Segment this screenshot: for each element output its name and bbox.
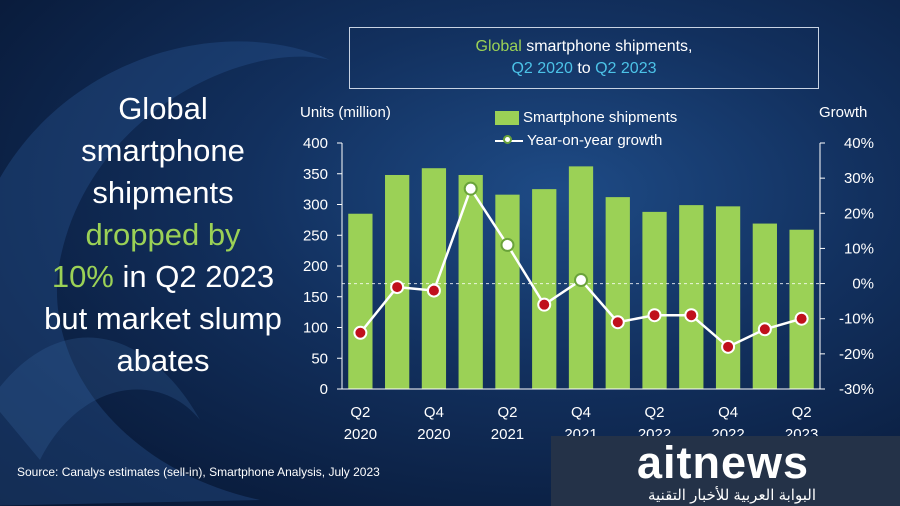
x-tick-label: 2021	[491, 426, 524, 443]
right-tick-label: -30%	[839, 381, 874, 398]
growth-point	[757, 322, 772, 337]
right-tick-label: 20%	[844, 205, 874, 222]
bar	[495, 194, 520, 389]
logo-news: news	[692, 437, 810, 488]
right-tick-label: 40%	[844, 135, 874, 152]
growth-point	[500, 237, 515, 252]
headline-line: smartphone	[81, 133, 245, 168]
left-tick-label: 250	[303, 227, 328, 244]
left-axis-title: Units (million)	[300, 104, 391, 121]
x-tick-label: Q4	[424, 404, 444, 421]
headline-highlight: dropped by	[85, 217, 241, 252]
headline-line: 10% in Q2 2023	[8, 256, 318, 298]
growth-point	[574, 273, 588, 288]
right-tick-label: -20%	[839, 346, 874, 363]
aitnews-logo: aitnews البوابة العربية للأخبار التقنية	[551, 436, 900, 506]
headline-line: but market slump	[44, 301, 282, 336]
chart-title-start: Q2 2020	[511, 60, 573, 77]
legend-line-swatch	[495, 134, 523, 148]
bar	[348, 213, 373, 389]
growth-point	[684, 308, 699, 323]
legend-bars-label: Smartphone shipments	[523, 109, 678, 126]
right-tick-label: 0%	[852, 276, 874, 293]
chart-title-rest: smartphone shipments,	[521, 38, 693, 55]
growth-point	[426, 283, 441, 298]
headline-line: Global	[118, 91, 208, 126]
chart-title-line2: Q2 2020 to Q2 2023	[350, 58, 818, 80]
bar	[752, 223, 777, 389]
logo-ait: ait	[637, 437, 693, 488]
source-note: Source: Canalys estimates (sell-in), Sma…	[17, 465, 380, 479]
right-tick-label: 30%	[844, 170, 874, 187]
left-tick-label: 50	[311, 350, 328, 367]
chart-title-end: Q2 2023	[595, 60, 657, 77]
bar	[532, 189, 557, 389]
right-axis-title: Growth	[819, 104, 868, 121]
left-tick-label: 350	[303, 166, 328, 183]
growth-point	[537, 297, 552, 312]
legend-item-bars: Smartphone shipments	[495, 106, 677, 129]
growth-point	[721, 339, 736, 354]
logo-wordmark: aitnews	[637, 439, 809, 487]
bar	[679, 205, 704, 389]
left-tick-label: 100	[303, 320, 328, 337]
legend-line-label: Year-on-year growth	[527, 132, 663, 149]
bar	[715, 206, 741, 389]
legend-item-line: Year-on-year growth	[495, 129, 677, 152]
left-tick-label: 200	[303, 258, 328, 275]
headline: Global smartphone shipments dropped by 1…	[8, 88, 318, 382]
left-tick-label: 400	[303, 135, 328, 152]
x-tick-label: Q2	[497, 404, 517, 421]
legend: Smartphone shipments Year-on-year growth	[495, 106, 677, 152]
x-tick-label: Q4	[718, 404, 738, 421]
logo-tagline: البوابة العربية للأخبار التقنية	[648, 487, 816, 504]
right-tick-label: -10%	[839, 311, 874, 328]
growth-point	[390, 280, 405, 295]
right-tick-label: 10%	[844, 240, 874, 257]
bar	[605, 197, 630, 389]
x-tick-label: 2020	[344, 426, 377, 443]
bar	[642, 211, 667, 389]
bar	[421, 168, 447, 389]
growth-point	[610, 315, 625, 330]
growth-point	[647, 308, 662, 323]
x-tick-label: Q2	[645, 404, 665, 421]
left-tick-label: 150	[303, 289, 328, 306]
growth-point	[794, 311, 809, 326]
bar	[789, 229, 814, 389]
headline-line: shipments	[92, 175, 234, 210]
legend-bar-swatch	[495, 110, 519, 125]
chart-title-to: to	[572, 60, 596, 77]
headline-highlight-percent: 10%	[51, 259, 114, 294]
x-tick-label: Q2	[792, 404, 812, 421]
headline-line: abates	[116, 343, 210, 378]
chart-title-line1: Global smartphone shipments,	[350, 36, 818, 58]
chart-title-global: Global	[475, 38, 522, 55]
x-tick-label: 2020	[417, 426, 450, 443]
headline-line-rest: in Q2 2023	[113, 259, 275, 294]
growth-point	[463, 181, 478, 196]
x-tick-label: Q2	[350, 404, 370, 421]
left-tick-label: 300	[303, 197, 328, 214]
growth-point	[353, 325, 368, 340]
bar	[458, 174, 483, 389]
chart-title-box: Global smartphone shipments, Q2 2020 to …	[349, 27, 819, 89]
left-tick-label: 0	[320, 381, 328, 398]
x-tick-label: Q4	[571, 404, 591, 421]
